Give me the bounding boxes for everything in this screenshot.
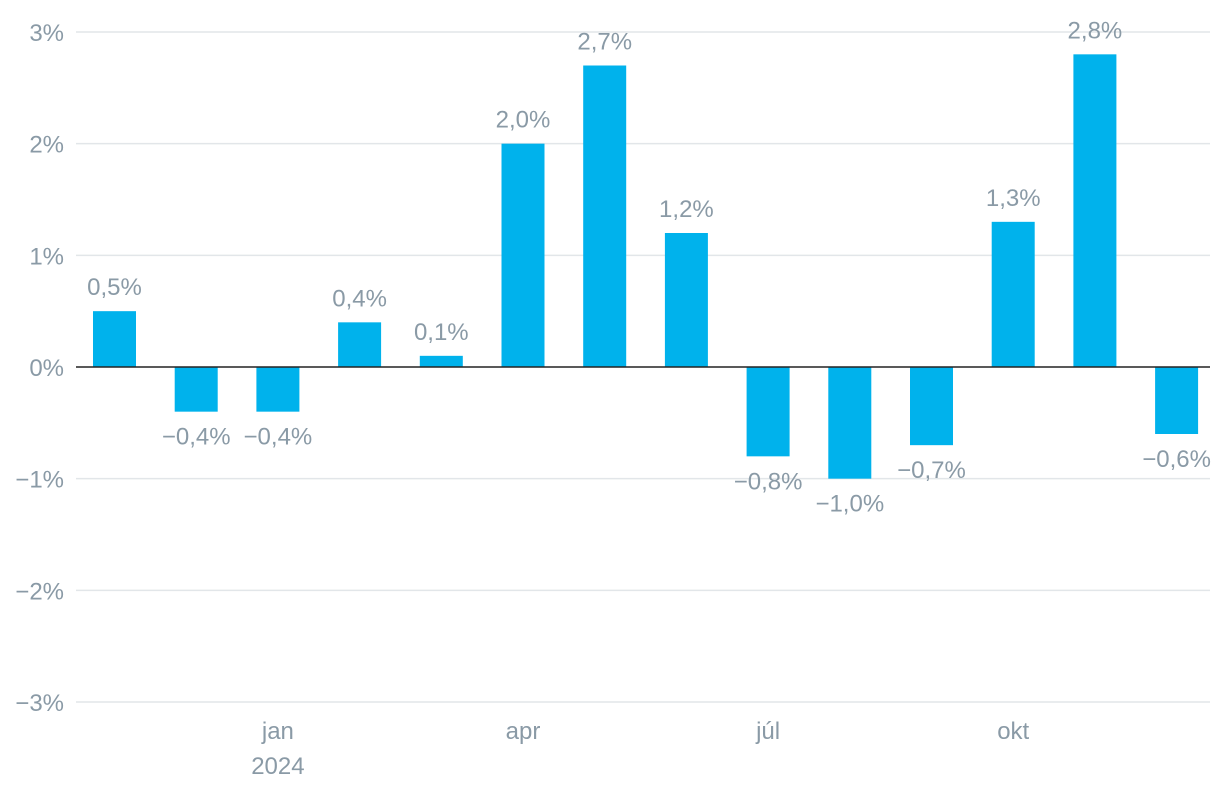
bar (1155, 367, 1199, 434)
bar-value-label: 0,1% (414, 319, 469, 346)
grid-lines (76, 31, 1210, 703)
bar (828, 367, 872, 479)
bar-value-label: −1,0% (815, 491, 884, 518)
bar-value-label: 0,5% (87, 274, 142, 301)
bar (664, 233, 708, 367)
bar (991, 221, 1035, 367)
y-tick-label: −2% (15, 578, 64, 605)
bar-value-label: −0,4% (162, 424, 231, 451)
bar-value-label: 2,8% (1068, 17, 1123, 44)
bars (93, 54, 1199, 479)
x-tick-year-label: 2024 (251, 753, 304, 780)
y-tick-label: 2% (29, 132, 64, 159)
bar (501, 143, 545, 367)
bar (746, 367, 790, 457)
y-tick-label: 1% (29, 243, 64, 270)
bar-value-label: 1,3% (986, 185, 1041, 212)
y-tick-label: −1% (15, 467, 64, 494)
y-tick-label: 3% (29, 20, 64, 47)
x-tick-label: jan (261, 718, 294, 745)
bar (1073, 54, 1117, 367)
bar-value-label: −0,4% (244, 424, 313, 451)
bar (174, 367, 218, 412)
bar (910, 367, 953, 446)
x-tick-label: apr (506, 718, 541, 745)
y-tick-label: 0% (29, 355, 64, 382)
bar-value-label: −0,6% (1142, 446, 1211, 473)
bar-value-label: −0,8% (734, 468, 803, 495)
bar (419, 355, 463, 367)
bar (583, 65, 627, 367)
x-tick-label: júl (755, 718, 780, 745)
bar (338, 322, 382, 367)
x-axis-ticks: jan 2024 apr júl okt (251, 718, 1029, 780)
bar (93, 311, 136, 367)
y-axis-ticks: 3% 2% 1% 0% −1% −2% −3% (15, 20, 64, 717)
x-tick-label: okt (997, 718, 1029, 745)
bar-value-label: 2,7% (577, 29, 632, 56)
data-labels: 0,5%−0,4% −0,4%0,4%0,1%2,0%2,7%1,2%−0,8%−… (87, 17, 1211, 517)
bar-value-label: 1,2% (659, 196, 714, 223)
bar-value-label: 0,4% (332, 285, 387, 312)
bar-value-label: −0,7% (897, 457, 966, 484)
bar-value-label: 2,0% (496, 107, 551, 134)
bar (256, 367, 300, 412)
y-tick-label: −3% (15, 690, 64, 717)
